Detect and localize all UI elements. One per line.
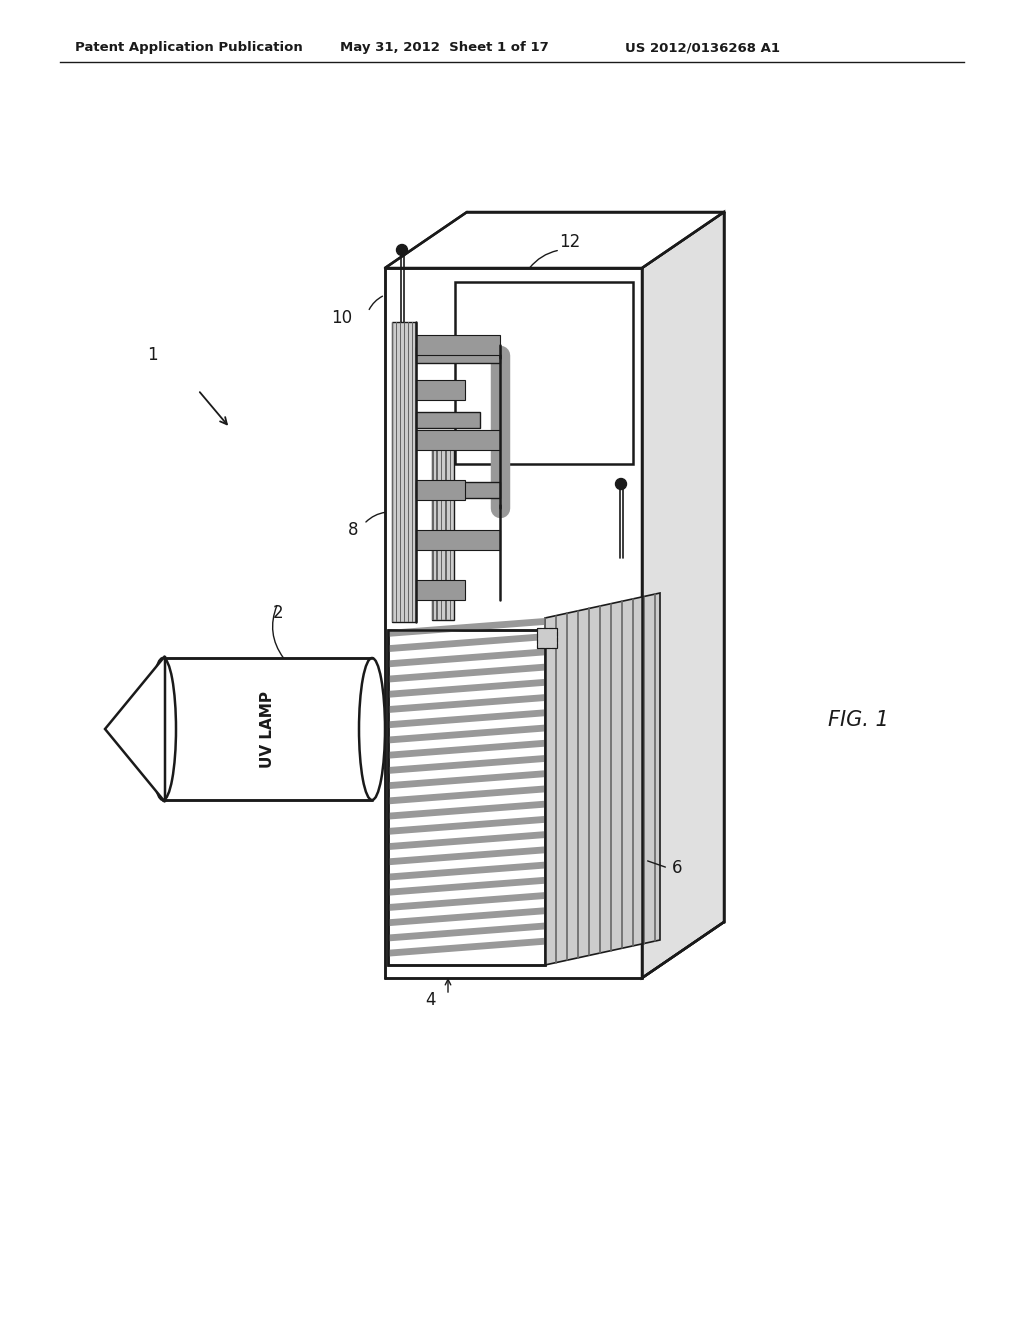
Polygon shape [416, 480, 465, 500]
Polygon shape [388, 892, 545, 911]
Polygon shape [388, 709, 545, 729]
Bar [416, 347, 500, 363]
Bar [404, 322, 406, 622]
Polygon shape [388, 771, 545, 789]
Bar [392, 322, 393, 622]
Bar [388, 630, 545, 965]
Text: UV LAMP: UV LAMP [260, 690, 275, 767]
Text: Patent Application Publication: Patent Application Publication [75, 41, 303, 54]
Polygon shape [388, 739, 545, 759]
Polygon shape [388, 755, 545, 774]
Bar [400, 322, 401, 622]
Ellipse shape [150, 657, 176, 800]
Bar [450, 440, 452, 620]
Polygon shape [385, 213, 724, 268]
Polygon shape [388, 907, 545, 927]
Ellipse shape [359, 657, 385, 800]
Bar [388, 630, 545, 965]
Polygon shape [388, 801, 545, 820]
Polygon shape [388, 832, 545, 850]
Bar [432, 440, 433, 620]
Bar [436, 440, 438, 620]
Polygon shape [388, 694, 545, 713]
Text: US 2012/0136268 A1: US 2012/0136268 A1 [625, 41, 780, 54]
Polygon shape [388, 648, 545, 668]
FancyArrowPatch shape [272, 606, 284, 657]
Bar [440, 440, 442, 620]
Text: 1: 1 [146, 346, 158, 364]
Bar [396, 322, 397, 622]
Polygon shape [416, 430, 500, 450]
Polygon shape [388, 664, 545, 682]
Polygon shape [388, 785, 545, 804]
Polygon shape [105, 656, 165, 803]
Polygon shape [388, 678, 545, 698]
Polygon shape [388, 937, 545, 957]
Polygon shape [416, 335, 500, 355]
Polygon shape [388, 862, 545, 880]
Bar [455, 282, 633, 465]
Polygon shape [388, 923, 545, 941]
Bar [416, 482, 500, 498]
Bar [392, 322, 416, 622]
Polygon shape [388, 725, 545, 743]
Polygon shape [388, 618, 545, 636]
Polygon shape [416, 380, 465, 400]
Bar [537, 628, 557, 648]
Bar [432, 440, 454, 620]
Bar [408, 322, 410, 622]
Text: 4: 4 [425, 991, 435, 1008]
Polygon shape [388, 876, 545, 896]
Polygon shape [388, 846, 545, 866]
Text: 10: 10 [331, 309, 352, 327]
Text: 8: 8 [347, 521, 358, 539]
Polygon shape [385, 268, 642, 978]
Text: 12: 12 [559, 234, 581, 251]
Polygon shape [545, 593, 660, 965]
Polygon shape [388, 634, 545, 652]
Bar [412, 322, 414, 622]
Bar [416, 412, 480, 428]
Polygon shape [163, 657, 372, 800]
Polygon shape [416, 531, 500, 550]
Polygon shape [416, 579, 465, 601]
Bar [445, 440, 446, 620]
Polygon shape [388, 816, 545, 834]
Text: 2: 2 [272, 605, 284, 622]
Circle shape [615, 479, 627, 490]
Circle shape [396, 244, 408, 256]
Text: 6: 6 [672, 859, 683, 876]
Polygon shape [642, 213, 724, 978]
Text: May 31, 2012  Sheet 1 of 17: May 31, 2012 Sheet 1 of 17 [340, 41, 549, 54]
Text: FIG. 1: FIG. 1 [827, 710, 889, 730]
